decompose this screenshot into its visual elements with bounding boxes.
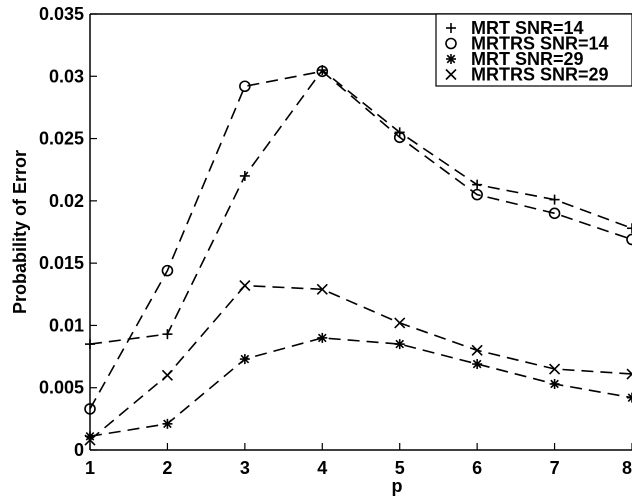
x-tick-label: 3 — [240, 458, 250, 478]
data-point-mrtrs-snr-29-8 — [626, 368, 632, 380]
y-tick-label: 0.015 — [39, 253, 84, 273]
labels-layer: p Probability of Error — [10, 150, 403, 496]
data-point-mrt-snr-14-1 — [85, 339, 95, 350]
y-tick-label: 0 — [74, 440, 84, 460]
legend-label-mrt-snr-29: MRT SNR=29 — [471, 49, 584, 69]
data-point-mrt-snr-14-6 — [472, 179, 483, 190]
y-tick-label: 0.03 — [49, 66, 84, 86]
data-point-mrtrs-snr-14-2 — [161, 264, 174, 277]
x-tick-label: 1 — [85, 458, 95, 478]
data-point-mrt-snr-29-2 — [162, 418, 173, 429]
y-tick-label: 0.02 — [49, 191, 84, 211]
data-point-mrtrs-snr-29-6 — [471, 344, 483, 356]
series-lines-layer — [89, 68, 632, 441]
legend-marker-mrtrs-snr-14 — [445, 37, 457, 50]
legend-label-mrtrs-snr-29: MRTRS SNR=29 — [471, 65, 609, 85]
data-point-mrtrs-snr-14-5 — [393, 131, 406, 144]
x-tick-label: 2 — [162, 458, 172, 478]
y-tick-label: 0.005 — [39, 378, 84, 398]
markers-layer — [84, 65, 632, 446]
y-tick-label: 0.025 — [39, 129, 84, 149]
legend-label-mrtrs-snr-14: MRTRS SNR=14 — [471, 34, 609, 54]
ticks-layer: 0 0.005 0.01 0.015 0.02 0.025 0.03 0.035 1 2 3 4 5 6 7… — [39, 4, 632, 478]
y-tick-label: 0.01 — [49, 315, 84, 335]
legend-marker-mrt-snr-14 — [446, 23, 456, 33]
x-tick-label: 6 — [472, 458, 482, 478]
legend-marker-mrtrs-snr-29 — [445, 68, 457, 81]
series-line-mrt-snr-29 — [89, 337, 632, 438]
x-axis-label: p — [392, 476, 403, 496]
legend-label-mrt-snr-14: MRT SNR=14 — [471, 18, 584, 38]
data-point-mrtrs-snr-14-4 — [316, 65, 329, 78]
data-point-mrt-snr-14-3 — [239, 170, 250, 181]
data-point-mrt-snr-14-7 — [549, 194, 560, 205]
legend-marker-mrt-snr-29 — [446, 54, 456, 64]
data-point-mrt-snr-29-3 — [239, 354, 250, 365]
x-tick-label: 4 — [317, 458, 327, 478]
data-point-mrt-snr-29-8 — [627, 392, 632, 403]
data-point-mrtrs-snr-14-6 — [471, 188, 483, 201]
data-point-mrtrs-snr-29-5 — [394, 317, 406, 329]
series-line-mrt-snr-14 — [89, 68, 632, 345]
data-point-mrtrs-snr-29-4 — [316, 283, 328, 295]
data-point-mrtrs-snr-14-1 — [84, 403, 96, 415]
legend-box — [435, 13, 632, 87]
series-line-mrtrs-snr-14 — [89, 70, 632, 410]
y-axis-label: Probability of Error — [10, 150, 30, 314]
data-point-mrt-snr-29-4 — [317, 332, 328, 343]
x-tick-label: 7 — [550, 458, 560, 478]
data-point-mrtrs-snr-14-8 — [626, 233, 632, 246]
data-point-mrt-snr-29-7 — [549, 378, 560, 389]
series-line-mrtrs-snr-29 — [89, 284, 632, 441]
data-point-mrtrs-snr-14-7 — [548, 207, 561, 220]
data-point-mrtrs-snr-29-3 — [239, 280, 251, 292]
x-tick-label: 5 — [395, 458, 405, 478]
data-point-mrt-snr-14-2 — [162, 329, 173, 340]
y-tick-label: 0.035 — [39, 4, 84, 24]
data-point-mrtrs-snr-14-3 — [239, 80, 251, 93]
data-point-mrt-snr-14-8 — [627, 223, 632, 234]
data-point-mrtrs-snr-29-2 — [161, 369, 173, 381]
data-point-mrt-snr-29-5 — [394, 339, 405, 350]
x-tick-label: 8 — [622, 458, 632, 478]
data-point-mrt-snr-29-6 — [472, 359, 483, 370]
data-point-mrtrs-snr-29-7 — [549, 363, 561, 375]
data-point-mrtrs-snr-29-1 — [84, 434, 96, 446]
